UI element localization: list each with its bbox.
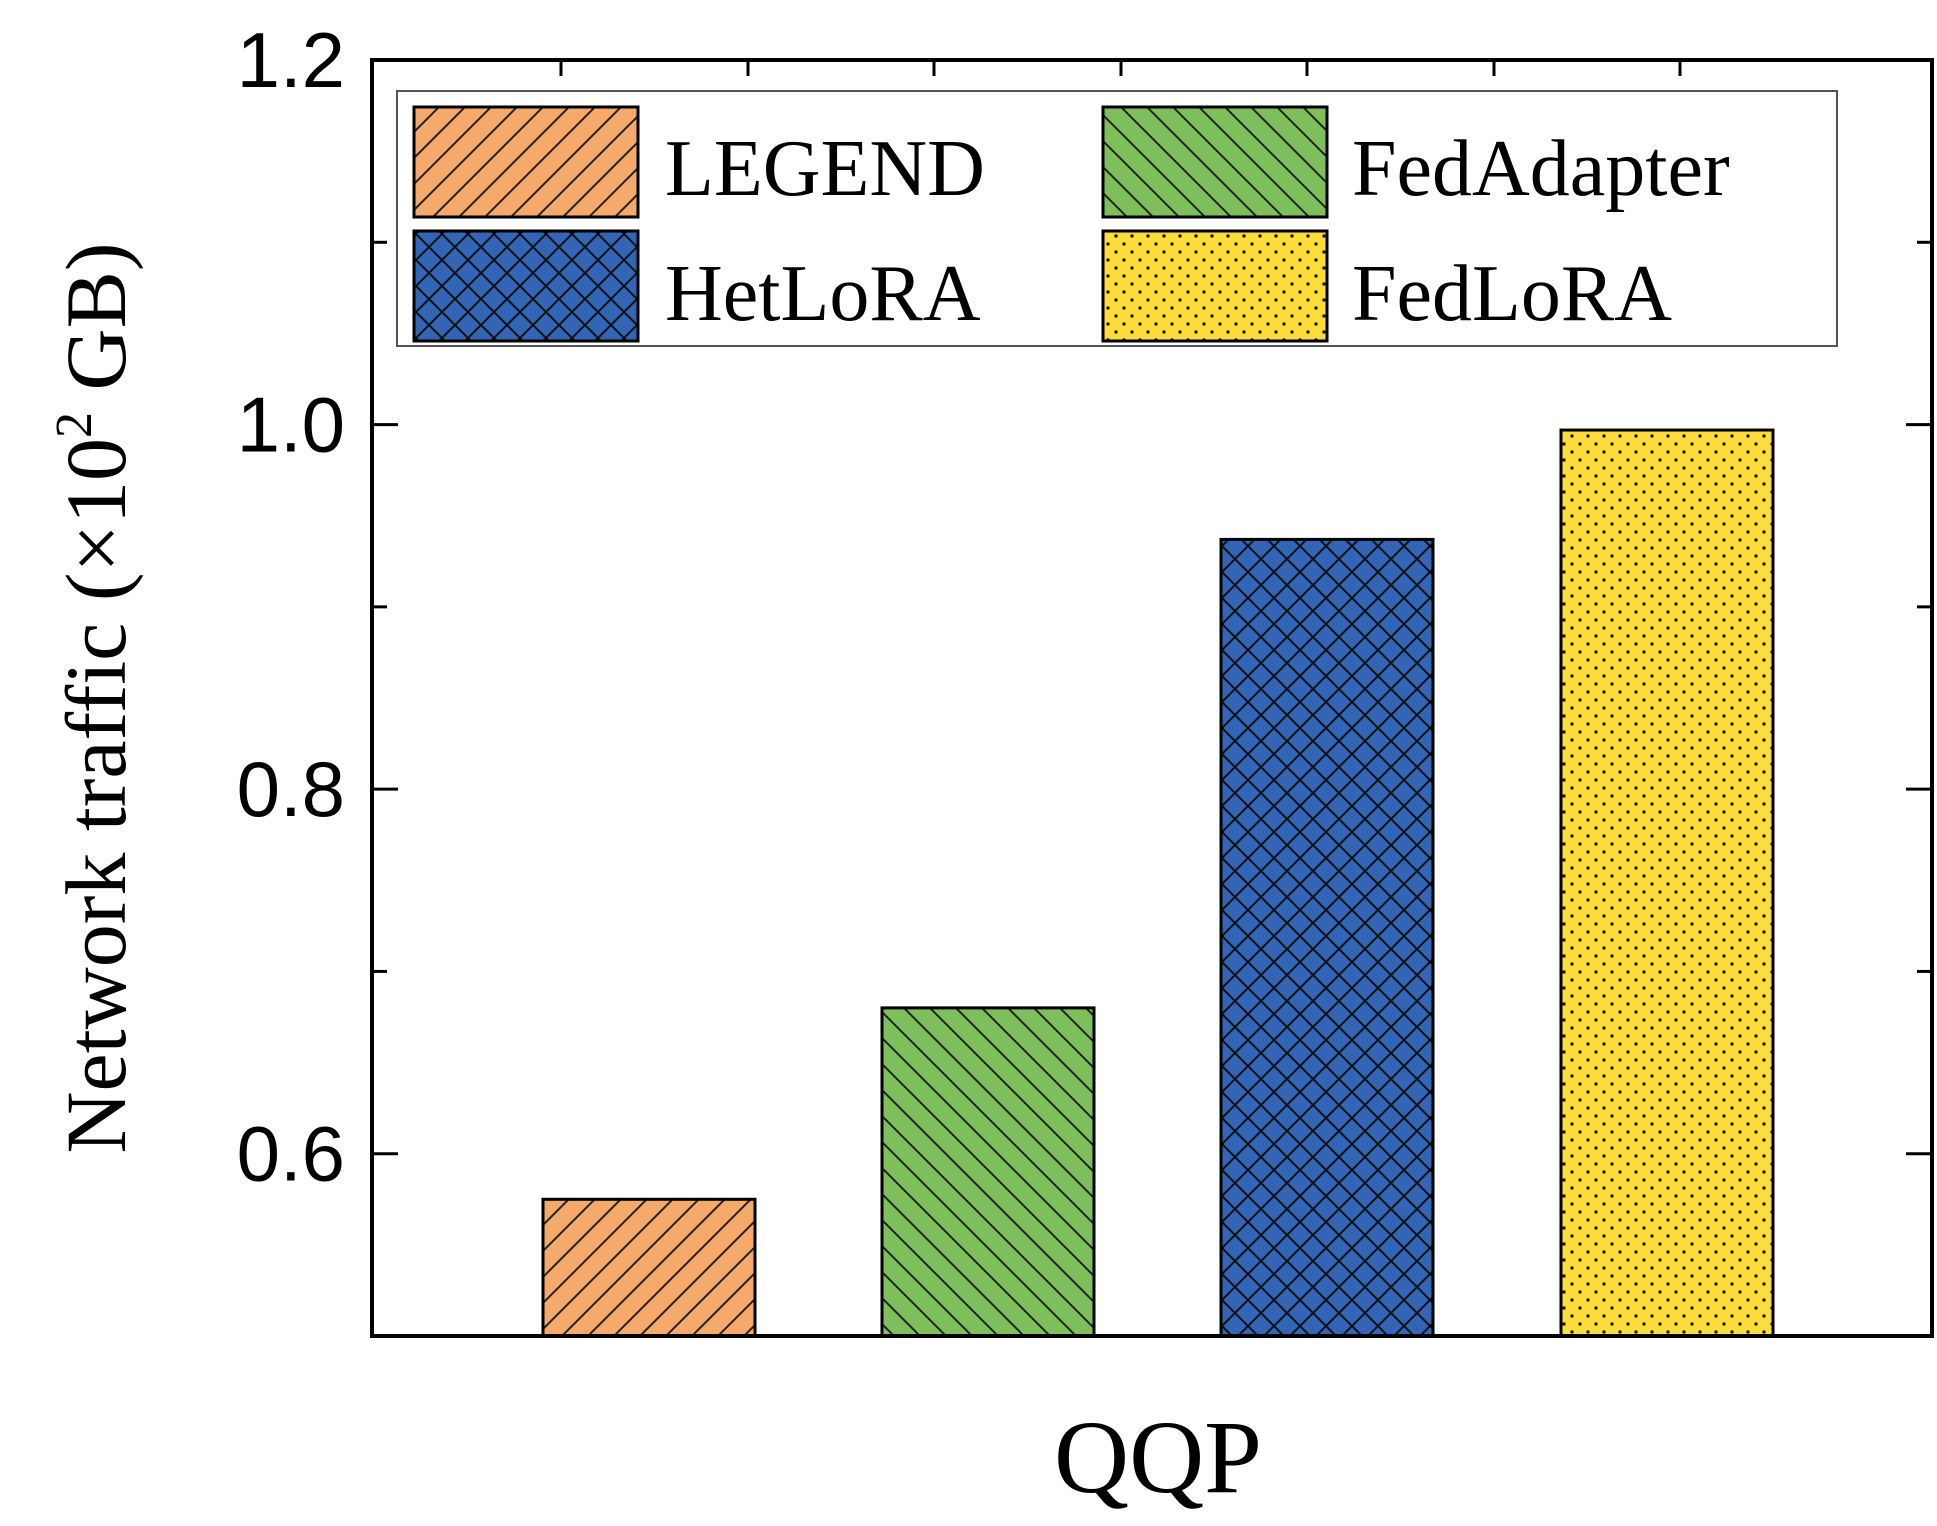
legend-label-fedadapter: FedAdapter — [1352, 125, 1730, 213]
legend-swatch-hetlora — [412, 229, 640, 343]
y-axis-title-end: GB) — [48, 242, 144, 412]
y-axis-title-main: Network traffic (×10 — [48, 438, 144, 1154]
legend-label-legend: LEGEND — [665, 125, 985, 213]
bar-fedadapter — [880, 1006, 1096, 1338]
y-tick-label: 0.6 — [237, 1110, 345, 1198]
y-tick-label: 1.2 — [237, 16, 345, 104]
x-axis-title: QQP — [1054, 1400, 1262, 1515]
y-tick-label: 1.0 — [237, 381, 345, 469]
y-axis-title: Network traffic (×102 GB) — [46, 242, 144, 1153]
bar-hetlora — [1219, 537, 1435, 1338]
legend-label-fedlora: FedLoRA — [1352, 250, 1672, 338]
bar-fedlora — [1559, 428, 1775, 1338]
ticks-group — [372, 58, 1932, 1338]
y-axis-title-superscript: 2 — [46, 412, 103, 438]
legend-swatch-fedadapter — [1101, 105, 1329, 219]
legend-swatch-fedlora — [1101, 229, 1329, 343]
y-tick-labels: 0.6 0.8 1.0 1.2 — [237, 16, 345, 1198]
y-tick-label: 0.8 — [237, 745, 345, 833]
bar-legend — [541, 1197, 757, 1338]
bars-group — [541, 428, 1775, 1338]
legend-label-hetlora: HetLoRA — [665, 250, 981, 338]
legend: LEGEND FedAdapter HetLoRA FedLoRA — [396, 90, 1838, 347]
legend-swatch-legend — [412, 105, 640, 219]
plot-frame — [370, 58, 1934, 1338]
